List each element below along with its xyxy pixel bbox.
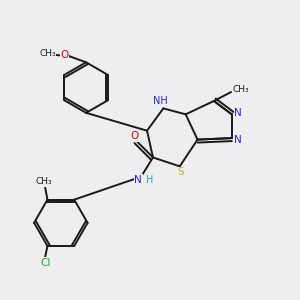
Text: CH₃: CH₃ [39,49,56,58]
Text: S: S [177,167,184,177]
Text: N: N [234,108,242,118]
Text: NH: NH [153,96,168,106]
Text: H: H [146,175,153,185]
Text: CH₃: CH₃ [232,85,249,94]
Text: O: O [60,50,68,60]
Text: Cl: Cl [40,258,50,268]
Text: N: N [234,135,242,145]
Text: O: O [130,131,138,141]
Text: N: N [134,175,142,185]
Text: CH₃: CH₃ [35,177,52,186]
